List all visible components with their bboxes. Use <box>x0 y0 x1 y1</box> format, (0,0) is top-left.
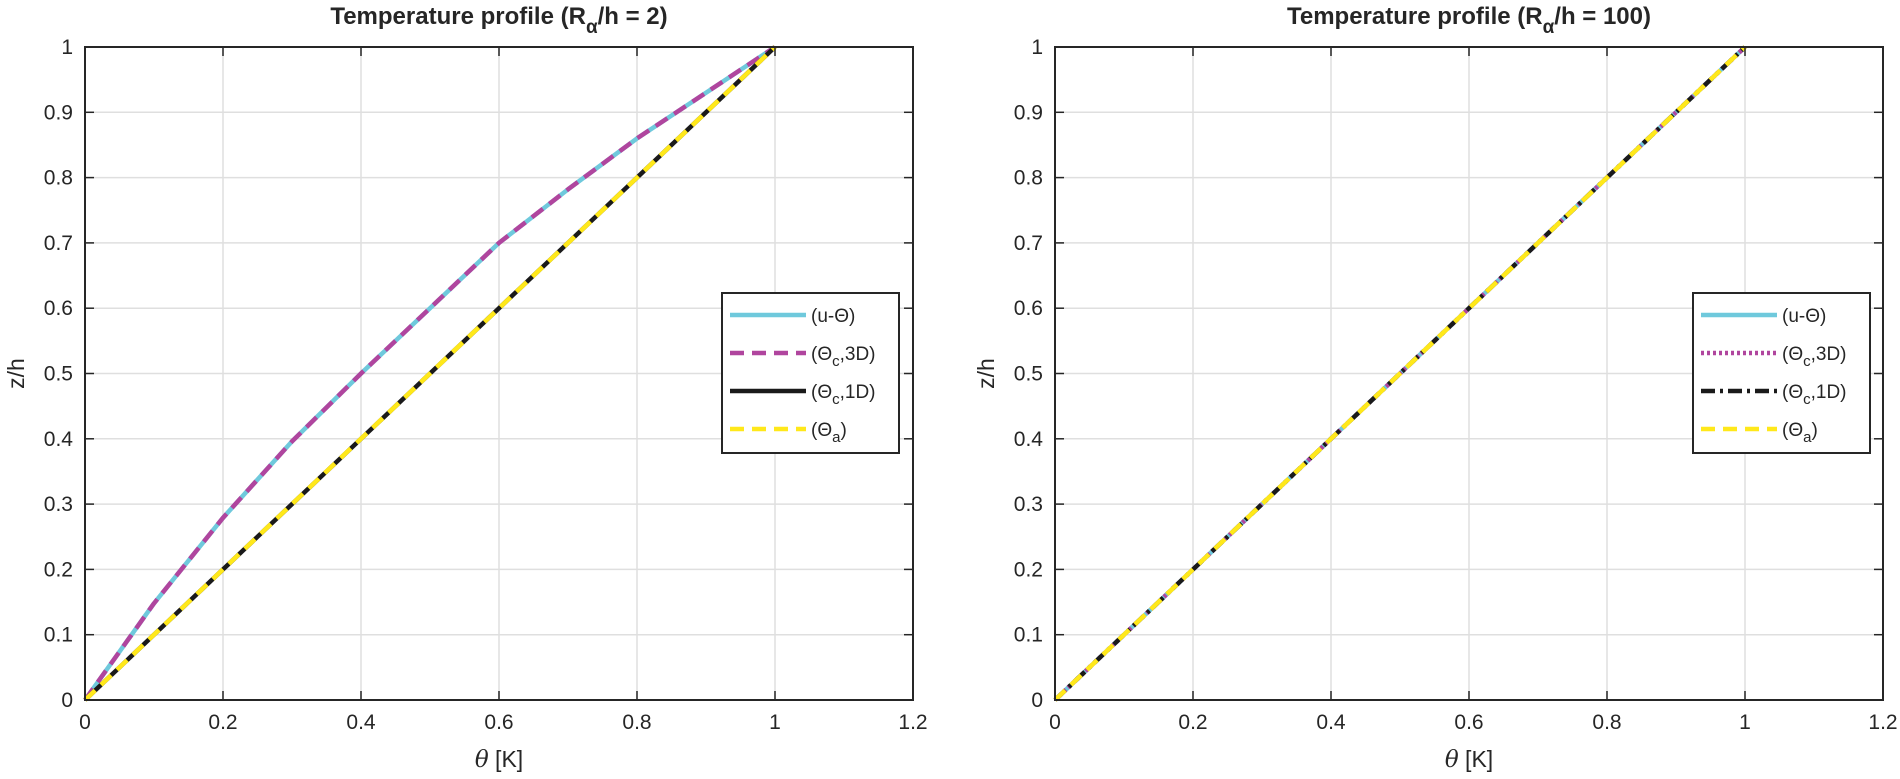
legend-label-2: (Θc,3D) <box>1782 344 1847 370</box>
legend: (u-Θ) (Θc,3D) (Θc,1D) (Θa) <box>1692 292 1871 454</box>
legend-label-4: (Θa) <box>1782 420 1818 446</box>
y-tick-label: 0.4 <box>1014 428 1044 451</box>
y-tick-label: 0.3 <box>1014 493 1043 516</box>
x-tick-label: 0 <box>1049 711 1061 734</box>
y-tick-label: 0.7 <box>44 232 73 255</box>
legend-label-4: (Θa) <box>811 420 847 446</box>
chart-title: Temperature profile (Rα/h = 100) <box>1287 3 1651 38</box>
legend: (u-Θ) (Θc,3D) (Θc,1D) (Θa) <box>721 292 900 454</box>
x-tick-label: 0.4 <box>1316 711 1346 734</box>
legend-label-3: (Θc,1D) <box>1782 382 1847 408</box>
x-tick-label: 0.6 <box>1454 711 1483 734</box>
y-tick-label: 0.7 <box>1014 232 1043 255</box>
legend-label-3: (Θc,1D) <box>811 382 876 408</box>
x-tick-label: 1 <box>769 711 781 734</box>
x-tick-label: 0.4 <box>346 711 376 734</box>
series-line-3 <box>1053 45 1747 702</box>
y-tick-label: 1 <box>1031 36 1043 59</box>
y-tick-label: 0.5 <box>1014 363 1043 386</box>
y-tick-label: 0.3 <box>44 493 73 516</box>
y-tick-label: 0.5 <box>44 363 73 386</box>
y-tick-label: 0.1 <box>1014 624 1043 647</box>
y-tick-label: 0.8 <box>1014 167 1043 190</box>
x-axis-label: θ [K] <box>1445 746 1493 773</box>
y-tick-label: 0.9 <box>1014 101 1043 124</box>
y-tick-label: 1 <box>61 36 73 59</box>
x-axis-label: θ [K] <box>475 746 523 773</box>
chart-2: 0 0.2 0.4 0.6 0.8 1 1.2 0 0.1 0.2 0.3 0.4 0.5 0.6 0.7 0… <box>973 3 1898 773</box>
y-tick-label: 0 <box>61 689 73 712</box>
legend-box <box>1692 292 1871 454</box>
x-tick-label: 0.8 <box>1592 711 1621 734</box>
x-tick-label: 0 <box>79 711 91 734</box>
x-tick-label: 0.2 <box>208 711 237 734</box>
y-tick-label: 0.2 <box>1014 558 1043 581</box>
legend-label-2: (Θc,3D) <box>811 344 876 370</box>
chart-1: 0 0.2 0.4 0.6 0.8 1 1.2 0 0.1 0.2 0.3 0.4 0.5 0.6 0.7 0… <box>3 3 928 773</box>
x-tick-label: 0.2 <box>1178 711 1207 734</box>
x-tick-label: 0.8 <box>622 711 651 734</box>
legend-label-1: (u-Θ) <box>811 306 855 327</box>
x-tick-label: 0.6 <box>484 711 513 734</box>
y-tick-label: 0.9 <box>44 101 73 124</box>
chart-title: Temperature profile (Rα/h = 2) <box>330 3 667 38</box>
x-tick-label: 1 <box>1739 711 1751 734</box>
y-axis-label: z/h <box>973 358 999 389</box>
y-tick-label: 0.6 <box>1014 297 1043 320</box>
legend-box <box>721 292 900 454</box>
series-line-2 <box>83 45 777 702</box>
y-axis-label: z/h <box>3 358 29 389</box>
y-tick-label: 0.2 <box>44 558 73 581</box>
y-tick-label: 0.6 <box>44 297 73 320</box>
x-tick-label: 1.2 <box>898 711 927 734</box>
y-tick-label: 0.8 <box>44 167 73 190</box>
y-tick-label: 0.4 <box>44 428 74 451</box>
y-tick-label: 0.1 <box>44 624 73 647</box>
y-tick-label: 0 <box>1031 689 1043 712</box>
series-line-4 <box>1053 45 1747 702</box>
series-line-4 <box>83 45 777 702</box>
x-tick-label: 1.2 <box>1868 711 1897 734</box>
legend-label-1: (u-Θ) <box>1782 306 1826 327</box>
